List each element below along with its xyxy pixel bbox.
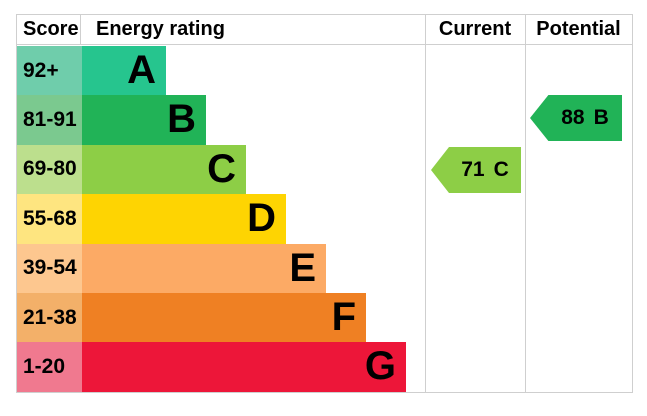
rating-bar: F	[82, 292, 366, 343]
score-range-label: 69-80	[23, 157, 77, 181]
score-cell: 92+	[17, 46, 82, 96]
current-rating-band: C	[493, 158, 509, 181]
band-letter: C	[207, 146, 236, 191]
current-column-divider	[425, 15, 426, 392]
band-row-d: 55-68 D	[17, 194, 632, 244]
band-row-b: 81-91 B	[17, 95, 632, 145]
score-range-label: 1-20	[23, 355, 66, 379]
current-column-header: Current	[438, 18, 512, 40]
score-range-label: 39-54	[23, 256, 77, 280]
score-column-header: Score	[17, 15, 81, 44]
score-cell: 81-91	[17, 95, 82, 145]
band-letter: B	[167, 97, 196, 142]
score-cell: 69-80	[17, 144, 82, 195]
band-letter: E	[289, 245, 316, 290]
score-range-label: 55-68	[23, 206, 77, 230]
score-cell: 39-54	[17, 243, 82, 293]
energy-rating-column-header: Energy rating	[96, 18, 225, 40]
band-row-f: 21-38 F	[17, 292, 632, 343]
epc-table: Score Energy rating Current Potential 92…	[16, 14, 633, 393]
rating-bar: E	[82, 243, 326, 293]
current-rating-value: 71	[461, 158, 485, 181]
score-range-label: 81-91	[23, 108, 77, 132]
rating-bar: G	[82, 342, 406, 392]
score-range-label: 92+	[23, 58, 59, 82]
current-rating-arrow: 71 C	[431, 147, 521, 193]
score-cell: 1-20	[17, 342, 82, 392]
band-letter: F	[331, 294, 356, 339]
rating-bar: C	[82, 144, 246, 195]
rating-bar: A	[82, 46, 166, 96]
band-row-c: 69-80 C	[17, 144, 632, 195]
band-row-g: 1-20 G	[17, 342, 632, 392]
potential-rating-band: B	[593, 106, 609, 129]
potential-rating-value: 88	[561, 106, 585, 129]
band-letter: A	[127, 48, 156, 92]
table-header: Score Energy rating Current Potential	[17, 15, 632, 45]
potential-column-header: Potential	[536, 18, 621, 40]
score-range-label: 21-38	[23, 305, 77, 329]
band-rows: 92+ A 81-91 B 69-80 C 55-68 D 39-54 E 21…	[17, 46, 632, 392]
band-row-a: 92+ A	[17, 46, 632, 96]
potential-column-divider	[525, 15, 526, 392]
rating-bar: D	[82, 194, 286, 244]
band-letter: G	[364, 344, 396, 389]
band-letter: D	[247, 196, 276, 241]
rating-bar: B	[82, 95, 206, 145]
potential-rating-arrow: 88 B	[530, 95, 622, 141]
band-row-e: 39-54 E	[17, 243, 632, 293]
score-cell: 55-68	[17, 194, 82, 244]
score-cell: 21-38	[17, 292, 82, 343]
